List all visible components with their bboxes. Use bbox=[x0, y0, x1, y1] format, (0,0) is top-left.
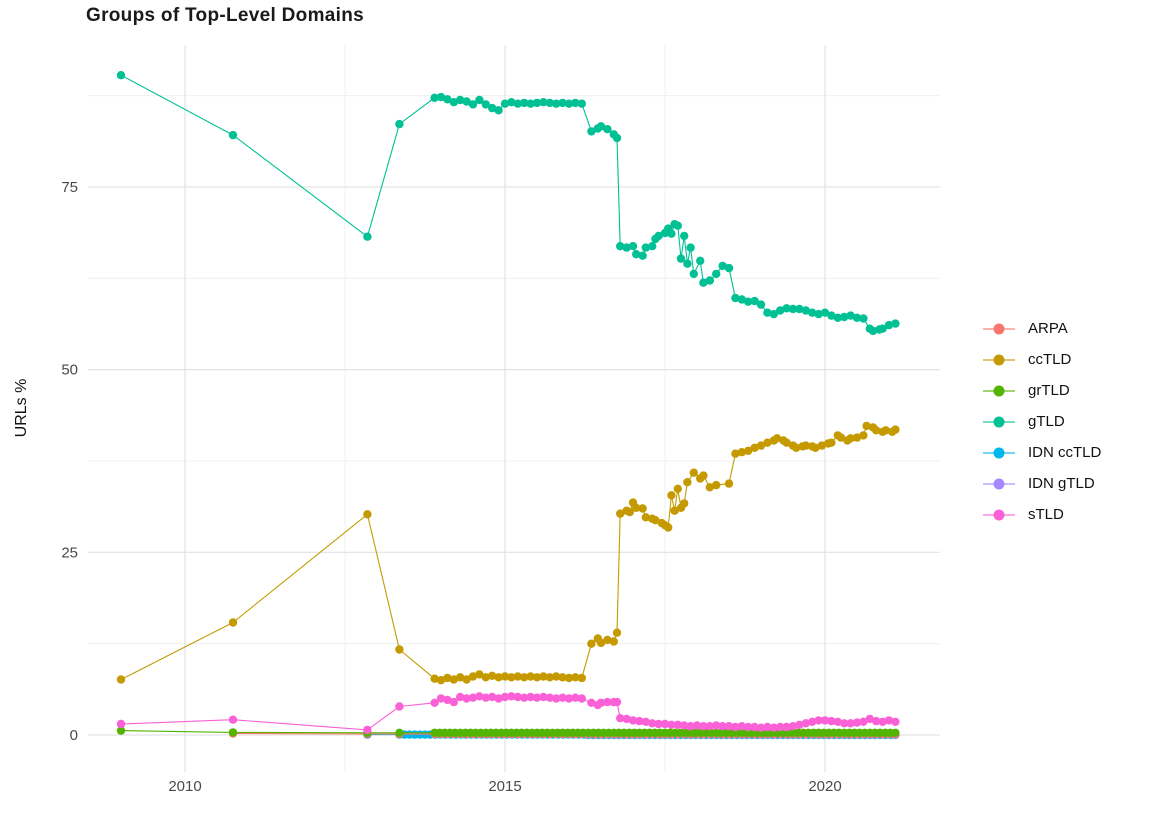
y-tick-label: 25 bbox=[61, 544, 78, 561]
x-tick-label: 2015 bbox=[488, 778, 521, 795]
legend-key-grtld bbox=[983, 385, 1015, 396]
legend-label-arpa: ARPA bbox=[1028, 320, 1068, 337]
series-cctld bbox=[116, 421, 900, 685]
legend-key-gtld bbox=[983, 416, 1015, 427]
legend-key-idn-gtld bbox=[983, 478, 1015, 489]
x-tick-label: 2020 bbox=[808, 778, 841, 795]
legend-key-arpa bbox=[983, 323, 1015, 334]
legend-label-idn-gtld: IDN gTLD bbox=[1028, 475, 1095, 492]
legend-label-gtld: gTLD bbox=[1028, 413, 1065, 430]
legend-key-idn-cctld bbox=[983, 447, 1015, 458]
y-tick-label: 50 bbox=[61, 362, 78, 379]
gridlines-major bbox=[88, 45, 940, 772]
legend: ARPA ccTLD grTLD gTLD IDN ccTLD IDN gTLD sTLD bbox=[983, 318, 1101, 525]
y-axis-tick-labels: 0 25 50 75 bbox=[61, 179, 78, 744]
series-stld bbox=[116, 692, 900, 735]
legend-label-idn-cctld: IDN ccTLD bbox=[1028, 444, 1102, 461]
legend-key-cctld bbox=[983, 354, 1015, 365]
legend-label-grtld: grTLD bbox=[1028, 382, 1070, 399]
legend-label-cctld: ccTLD bbox=[1028, 351, 1072, 368]
x-axis-tick-labels: 2010 2015 2020 bbox=[168, 778, 841, 795]
chart-title: Groups of Top-Level Domains bbox=[86, 5, 364, 26]
gridlines-minor bbox=[88, 45, 940, 772]
legend-item-gtld: gTLD bbox=[983, 411, 1101, 432]
legend-item-stld: sTLD bbox=[983, 504, 1101, 525]
y-tick-label: 75 bbox=[61, 179, 78, 196]
series-gtld bbox=[116, 71, 900, 336]
series-grtld bbox=[116, 726, 900, 737]
legend-item-grtld: grTLD bbox=[983, 380, 1101, 401]
x-tick-label: 2010 bbox=[168, 778, 201, 795]
y-tick-label: 0 bbox=[70, 727, 78, 744]
legend-item-idn-gtld: IDN gTLD bbox=[983, 473, 1101, 494]
y-axis-title: URLs % bbox=[13, 378, 30, 438]
legend-item-idn-cctld: IDN ccTLD bbox=[983, 442, 1101, 463]
legend-key-stld bbox=[983, 509, 1015, 520]
legend-label-stld: sTLD bbox=[1028, 506, 1064, 523]
legend-item-cctld: ccTLD bbox=[983, 349, 1101, 370]
legend-item-arpa: ARPA bbox=[983, 318, 1101, 339]
